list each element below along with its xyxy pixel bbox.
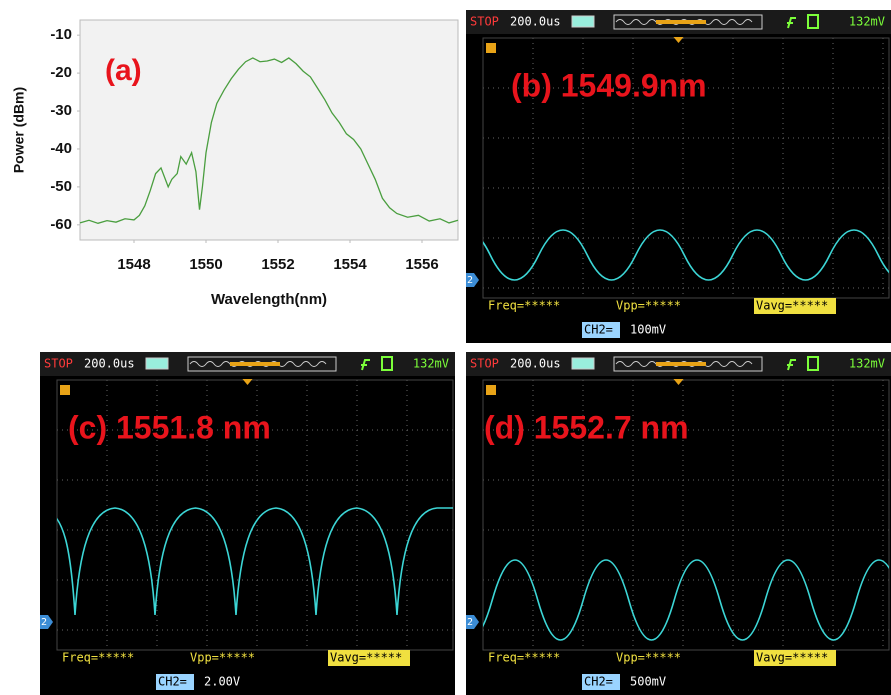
x-axis-label: Wavelength(nm) [211, 291, 327, 308]
freq: Freq=***** [488, 651, 560, 665]
channel: CH2= [584, 675, 613, 689]
battery-icon [572, 16, 594, 27]
y-tick-label: -40 [50, 140, 72, 157]
vpp: Vpp=***** [616, 299, 681, 313]
annotation: (a) [105, 54, 142, 87]
trigger-marker [486, 43, 496, 53]
spectrum-chart: (a) Wavelength(nm) Power (dBm) -60 -50 -40… [0, 0, 462, 320]
oscilloscope-c: STOP 200.0us 132mV 2 (c) 1551.8 nm Freq=*****… [40, 352, 455, 695]
volts-per-div: 500mV [630, 675, 666, 689]
status: STOP [44, 357, 73, 371]
channel: CH2= [158, 675, 187, 689]
oscilloscope-d: STOP 200.0us 132mV 2 (d) 1552.7 nm Freq=*****… [466, 352, 891, 695]
trigger-bar [230, 362, 280, 366]
battery-icon [572, 358, 594, 369]
channel-marker: 2 [41, 617, 47, 628]
y-tick-label: -20 [50, 64, 72, 81]
oscilloscope-b: STOP 200.0us 132mV 2 (b) 1549.9nm Freq=***** V… [466, 10, 891, 343]
vavg: Vavg=***** [330, 651, 402, 665]
freq: Freq=***** [488, 299, 560, 313]
trigger-level: 132mV [413, 357, 449, 371]
vpp: Vpp=***** [190, 651, 255, 665]
volts-per-div: 100mV [630, 323, 666, 337]
y-tick-label: -10 [50, 26, 72, 43]
panel-label: (c) 1551.8 nm [68, 409, 271, 445]
trigger-marker [60, 385, 70, 395]
timebase: 200.0us [510, 357, 561, 371]
y-tick-label: -60 [50, 216, 72, 233]
x-tick-label: 1554 [333, 256, 367, 273]
y-tick-label: -50 [50, 178, 72, 195]
status: STOP [470, 15, 499, 29]
status: STOP [470, 357, 499, 371]
panel-label: (d) 1552.7 nm [484, 409, 689, 445]
x-tick-label: 1548 [117, 256, 150, 273]
trigger-level: 132mV [849, 357, 885, 371]
y-axis-label: Power (dBm) [11, 87, 27, 173]
y-tick-label: -30 [50, 102, 72, 119]
trigger-marker [486, 385, 496, 395]
page: (a) Wavelength(nm) Power (dBm) -60 -50 -40… [0, 0, 891, 695]
x-tick-label: 1552 [261, 256, 294, 273]
channel-marker: 2 [467, 617, 473, 628]
trigger-level: 132mV [849, 15, 885, 29]
timebase: 200.0us [510, 15, 561, 29]
volts-per-div: 2.00V [204, 675, 240, 689]
vavg: Vavg=***** [756, 651, 828, 665]
trigger-bar [656, 362, 706, 366]
freq: Freq=***** [62, 651, 134, 665]
battery-icon [146, 358, 168, 369]
x-tick-label: 1550 [189, 256, 222, 273]
x-tick-label: 1556 [405, 256, 438, 273]
channel-marker: 2 [467, 275, 473, 286]
vavg: Vavg=***** [756, 299, 828, 313]
trigger-bar [656, 20, 706, 24]
vpp: Vpp=***** [616, 651, 681, 665]
channel: CH2= [584, 323, 613, 337]
panel-label: (b) 1549.9nm [511, 67, 707, 103]
timebase: 200.0us [84, 357, 135, 371]
